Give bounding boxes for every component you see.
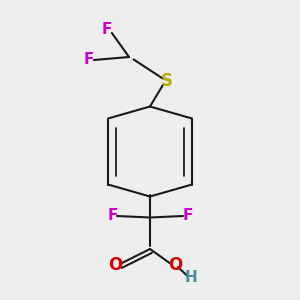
Text: F: F — [101, 22, 112, 38]
Text: H: H — [184, 270, 197, 285]
Text: F: F — [107, 208, 118, 224]
Text: O: O — [168, 256, 183, 274]
Text: F: F — [83, 52, 94, 68]
Text: F: F — [182, 208, 193, 224]
Text: O: O — [108, 256, 123, 274]
Text: S: S — [160, 72, 172, 90]
